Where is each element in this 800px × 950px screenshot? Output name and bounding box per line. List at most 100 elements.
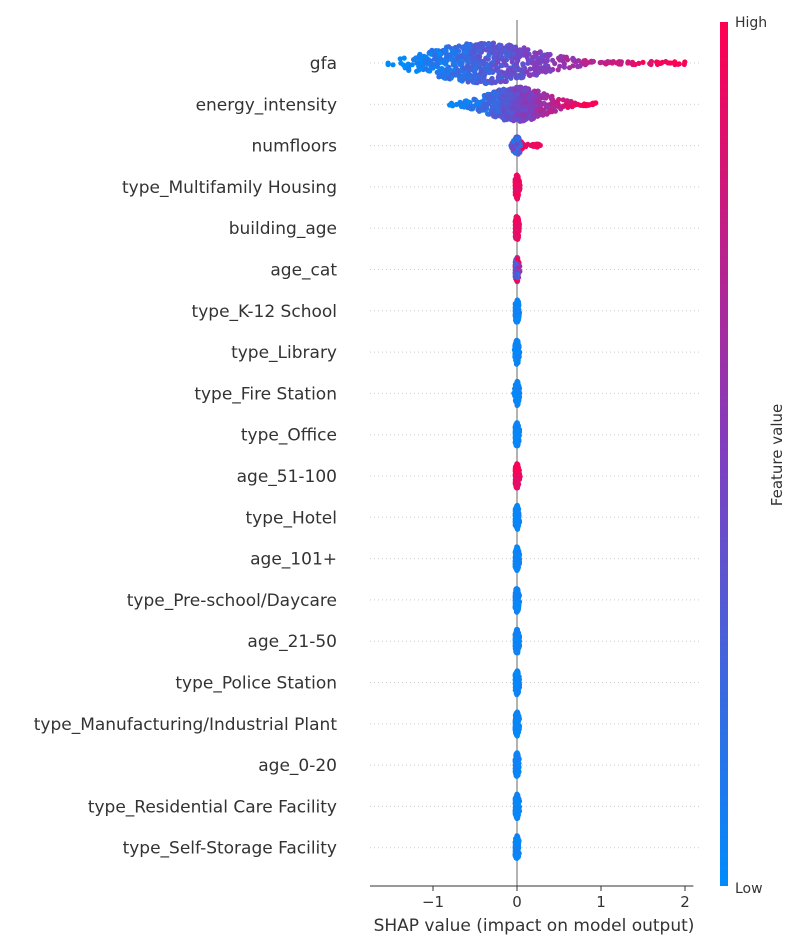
shap-point [532,67,538,73]
feature-row-points [512,668,523,698]
feature-label: age_cat [270,261,337,281]
shap-point [512,852,518,858]
shap-point [517,97,523,103]
shap-point [501,57,507,64]
shap-point [560,97,566,103]
shap-point [517,52,523,59]
shap-point [555,67,561,73]
shap-point [439,73,445,79]
shap-point [499,88,505,94]
shap-point [514,755,521,762]
shap-point [558,53,564,60]
feature-label: energy_intensity [196,95,337,115]
feature-label: type_Office [241,426,337,446]
shap-point [513,218,519,224]
shap-point [528,101,535,108]
shap-point [406,62,412,68]
shap-point [513,797,520,803]
shap-point [515,186,521,192]
shap-point [513,523,519,529]
shap-point [533,141,539,147]
shap-point [483,67,489,73]
shap-point [489,76,495,82]
shap-point [566,65,573,71]
shap-point [515,354,522,360]
shap-point [609,60,615,66]
feature-label: type_Police Station [175,674,337,694]
shap-point [490,40,496,47]
shap-point [514,670,520,676]
feature-row-points [512,544,523,574]
colorbar-title: Feature value [768,404,786,506]
shap-point [575,63,581,70]
shap-point [434,61,440,67]
shap-point [625,60,631,66]
shap-point [599,59,605,65]
x-tick-label: 2 [680,893,690,911]
shap-point [513,260,519,267]
shap-point [535,112,541,118]
feature-row-points [512,750,522,779]
shap-point [516,223,522,229]
shap-point [512,636,518,642]
shap-point [512,681,518,687]
shap-point [592,100,599,106]
x-tick-label: −1 [422,893,444,911]
shap-point [491,112,497,118]
shap-point [517,47,523,53]
shap-point [493,93,499,100]
shap-point [513,469,520,475]
shap-point [514,228,520,234]
shap-point [531,71,537,77]
shap-point [655,60,662,66]
shap-point [667,60,674,66]
x-axis-label: SHAP value (impact on model output) [374,916,695,936]
shap-point [605,59,611,65]
feature-row-points [385,40,688,87]
shap-point [418,57,424,63]
shap-point [663,59,669,65]
shap-point [518,72,524,78]
colorbar-low-label: Low [735,881,763,897]
shap-point [476,48,482,54]
row-gridlines [370,62,700,849]
feature-label: gfa [310,54,337,74]
feature-row-points [512,586,523,615]
shap-point [487,96,493,102]
shap-point [514,629,520,635]
shap-point [390,62,396,68]
shap-point [513,396,519,402]
shap-point [513,463,519,469]
shap-point [565,104,571,110]
shap-point [480,42,487,48]
shap-point [514,481,520,487]
feature-row-points [508,134,543,157]
shap-point [456,72,462,78]
x-tick-label: 1 [596,893,606,911]
shap-point [513,561,519,567]
shap-point [511,51,517,57]
shap-point [423,66,429,72]
shap-point [521,88,528,94]
shap-point [471,97,477,103]
shap-point [476,43,482,49]
shap-point [485,111,491,117]
shap-point [490,90,496,96]
shap-point [476,107,482,113]
shap-point [449,71,455,77]
shap-point [491,97,497,103]
shap-point [513,116,519,122]
shap-point [513,273,519,279]
shap-point [504,104,510,110]
shap-point [498,95,504,101]
shap-point [505,108,511,114]
shap-point [475,59,481,65]
shap-point [467,58,473,64]
shap-point [565,98,571,104]
feature-label: type_Hotel [245,508,337,528]
shap-point [534,61,540,67]
shap-point [514,588,520,595]
shap-point [443,59,449,65]
shap-point [481,78,487,84]
feature-row-points [512,709,523,739]
